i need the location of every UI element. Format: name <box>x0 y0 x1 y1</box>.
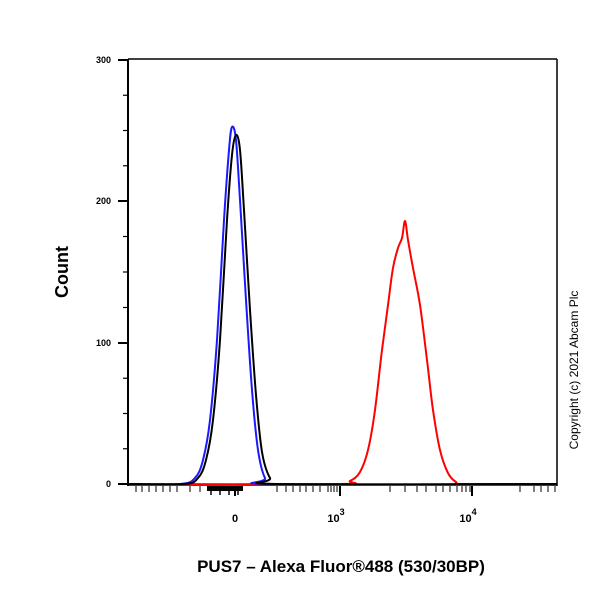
x-tick-exponent: 3 <box>340 507 345 517</box>
y-tick-label: 200 <box>96 196 111 206</box>
y-axis-label: Count <box>52 246 72 298</box>
y-tick-label: 0 <box>106 479 111 489</box>
y-tick-label: 100 <box>96 338 111 348</box>
y-axis-ticks: 0 100 200 300 <box>96 55 128 489</box>
plot-frame <box>127 58 558 486</box>
x-tick-label: 104 <box>459 507 476 525</box>
red-histogram-line <box>127 219 558 486</box>
x-axis-ticks: 0 103 104 <box>135 486 556 525</box>
x-tick-label: 0 <box>232 513 238 525</box>
x-tick-exponent: 4 <box>472 507 477 517</box>
histogram-series <box>127 125 558 486</box>
x-zero-tick-cluster <box>207 486 243 491</box>
black-histogram-line <box>127 133 558 486</box>
x-tick-label: 103 <box>327 507 344 525</box>
blue-histogram-line <box>127 125 558 486</box>
x-axis-label: PUS7 – Alexa Fluor®488 (530/30BP) <box>197 557 485 576</box>
y-tick-label: 300 <box>96 55 111 65</box>
copyright-notice: Copyright (c) 2021 Abcam Plc <box>567 291 581 450</box>
